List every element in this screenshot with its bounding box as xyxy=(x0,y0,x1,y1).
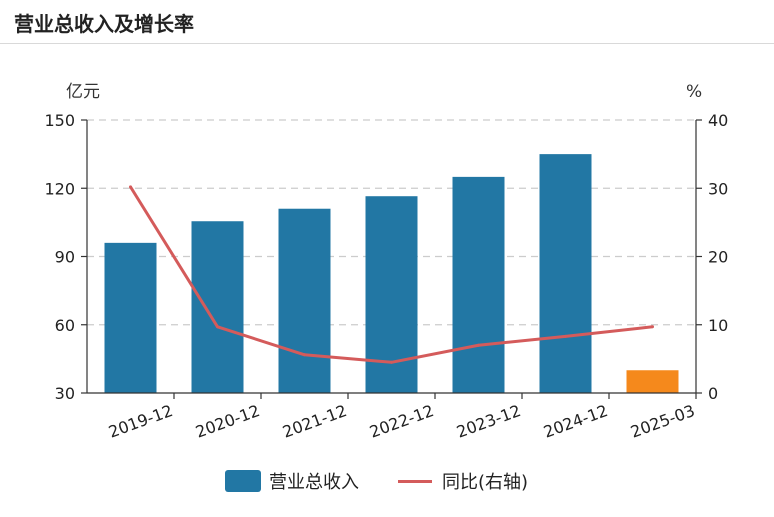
x-tick-label: 2022-12 xyxy=(367,401,436,442)
y-tick-label-left: 90 xyxy=(55,248,75,267)
yoy-point-2023-12 xyxy=(477,343,480,347)
y-tick-label-left: 120 xyxy=(44,179,75,198)
y-tick-label-left: 30 xyxy=(55,384,75,403)
x-tick-label: 2019-12 xyxy=(106,401,175,442)
y-tick-label-right: 30 xyxy=(708,179,728,198)
bar-2023-12 xyxy=(452,176,505,393)
yoy-point-2021-12 xyxy=(303,353,306,357)
bar-2025-03 xyxy=(626,370,679,393)
yoy-point-2022-12 xyxy=(390,360,393,364)
y-tick-label-right: 40 xyxy=(708,111,728,130)
bar-2019-12 xyxy=(104,242,157,393)
y-tick-label-right: 10 xyxy=(708,316,728,335)
yoy-point-2025-03 xyxy=(651,325,654,329)
bar-2024-12 xyxy=(539,154,592,393)
chart-header: 营业总收入及增长率 xyxy=(0,0,774,44)
y-axis-left-unit: 亿元 xyxy=(66,82,100,102)
bar-2020-12 xyxy=(191,221,244,393)
yoy-point-2019-12 xyxy=(129,185,132,189)
y-tick-label-right: 0 xyxy=(708,384,718,403)
x-tick-label: 2023-12 xyxy=(454,401,523,442)
legend-swatch-yoy xyxy=(398,480,432,483)
bar-2021-12 xyxy=(278,208,331,393)
x-tick-label: 2020-12 xyxy=(193,401,262,442)
x-tick-label: 2024-12 xyxy=(541,401,610,442)
y-tick-label-left: 150 xyxy=(44,111,75,130)
legend-label-yoy: 同比(右轴) xyxy=(442,472,529,493)
x-tick-label: 2025-03 xyxy=(628,401,697,442)
chart-canvas: 30 60 90 120 150 0 10 20 30 40 2019-12 2020-12 2021-… xyxy=(44,82,728,442)
y-tick-label-right: 20 xyxy=(708,248,728,267)
x-tick-label: 2021-12 xyxy=(280,401,349,442)
chart-title: 营业总收入及增长率 xyxy=(14,12,194,36)
yoy-point-2020-12 xyxy=(216,325,219,329)
y-axis-right-unit: % xyxy=(686,82,702,102)
chart-legend: 营业总收入 同比(右轴) xyxy=(0,458,774,508)
y-tick-label-left: 60 xyxy=(55,316,75,335)
yoy-point-2024-12 xyxy=(564,334,567,338)
legend-swatch-revenue xyxy=(225,470,261,492)
legend-label-revenue: 营业总收入 xyxy=(269,472,359,493)
